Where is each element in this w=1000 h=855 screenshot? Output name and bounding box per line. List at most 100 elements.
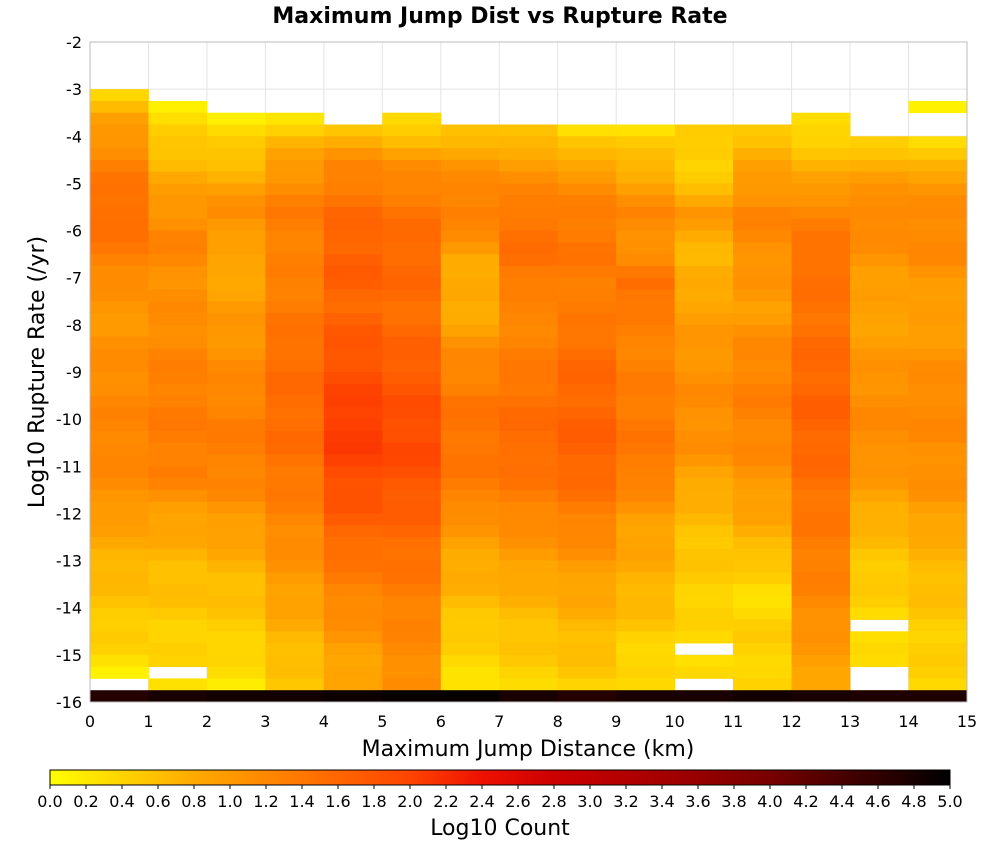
heatmap-cell xyxy=(850,525,909,538)
heatmap-cell xyxy=(616,148,676,161)
heatmap-cell xyxy=(323,430,383,444)
heatmap-cell xyxy=(616,607,676,620)
heatmap-cell xyxy=(90,301,149,314)
heatmap-cell-bottom xyxy=(148,690,208,702)
heatmap-cell xyxy=(791,548,851,561)
heatmap-cell xyxy=(733,631,792,644)
heatmap-cell xyxy=(616,171,676,184)
heatmap-cell xyxy=(499,218,559,231)
heatmap-cell xyxy=(148,442,208,455)
heatmap-cell xyxy=(908,348,968,361)
heatmap-cell xyxy=(90,148,149,161)
heatmap-cell xyxy=(148,607,208,620)
heatmap-cell xyxy=(148,348,208,361)
heatmap-cell xyxy=(382,595,442,609)
heatmap-cell xyxy=(908,643,968,656)
x-tick-label: 1 xyxy=(143,712,153,731)
heatmap-cell xyxy=(323,678,383,691)
heatmap-cell xyxy=(382,383,442,396)
heatmap-cell xyxy=(382,207,442,220)
heatmap-cell xyxy=(440,148,500,161)
heatmap-cell xyxy=(908,289,968,302)
y-tick-label: -12 xyxy=(56,504,82,523)
heatmap-cell xyxy=(206,395,266,408)
heatmap-cell xyxy=(148,124,208,137)
y-axis-title: Log10 Rupture Rate (/yr) xyxy=(25,236,50,508)
heatmap-cell xyxy=(148,136,208,149)
heatmap-cell xyxy=(265,336,325,349)
heatmap-cell xyxy=(616,124,676,137)
heatmap-cell xyxy=(733,678,792,691)
y-tick-label: -4 xyxy=(66,127,82,146)
heatmap-cell xyxy=(674,372,734,385)
heatmap-cell xyxy=(791,348,851,361)
heatmap-cell xyxy=(616,195,676,208)
heatmap-cell xyxy=(90,183,149,196)
heatmap-cell xyxy=(557,289,617,302)
heatmap-cell xyxy=(791,442,851,455)
heatmap-cell xyxy=(850,654,909,668)
heatmap-cell xyxy=(265,501,325,514)
colorbar-tick-label: 2.0 xyxy=(397,792,422,811)
heatmap-cell xyxy=(323,442,383,455)
heatmap-cell xyxy=(674,454,734,467)
colorbar-tick-label: 0.6 xyxy=(145,792,170,811)
heatmap-cell xyxy=(674,277,734,290)
heatmap-cell xyxy=(850,148,909,161)
colorbar-tick-label: 5.0 xyxy=(937,792,962,811)
heatmap-cell-bottom xyxy=(440,690,500,702)
heatmap-cell xyxy=(674,489,734,503)
heatmap-cell xyxy=(850,324,909,338)
heatmap-cell xyxy=(674,501,734,514)
heatmap-cell xyxy=(382,501,442,514)
heatmap-cell xyxy=(206,383,266,396)
heatmap-cell xyxy=(265,313,325,326)
heatmap-cell xyxy=(148,159,208,173)
heatmap-cell xyxy=(499,501,559,514)
heatmap-cell xyxy=(850,430,909,444)
heatmap-cell xyxy=(674,442,734,455)
heatmap-cell xyxy=(440,466,500,479)
heatmap-cell xyxy=(206,631,266,644)
colorbar-tick-label: 4.2 xyxy=(793,792,818,811)
heatmap-cell xyxy=(557,372,617,385)
heatmap-cell xyxy=(791,372,851,385)
heatmap-cell xyxy=(206,607,266,620)
heatmap-cell xyxy=(557,313,617,326)
heatmap-cell xyxy=(265,242,325,255)
heatmap-cell xyxy=(90,478,149,491)
heatmap-cell xyxy=(265,360,325,373)
heatmap-cell xyxy=(616,407,676,420)
heatmap-cell xyxy=(323,254,383,267)
heatmap-cell xyxy=(791,254,851,267)
heatmap-cell xyxy=(265,525,325,538)
heatmap-cell xyxy=(674,513,734,526)
heatmap-cell xyxy=(908,254,968,267)
heatmap-cell xyxy=(557,207,617,220)
heatmap-cell xyxy=(440,124,500,137)
heatmap-cell xyxy=(850,537,909,550)
heatmap-cell xyxy=(323,466,383,479)
heatmap-cell xyxy=(674,383,734,396)
heatmap-cell xyxy=(908,407,968,420)
heatmap-cell xyxy=(908,171,968,184)
heatmap-cell xyxy=(908,100,968,114)
heatmap-cell xyxy=(791,619,851,632)
heatmap-cell xyxy=(382,218,442,231)
heatmap-cell xyxy=(674,148,734,161)
heatmap-cell xyxy=(265,442,325,455)
heatmap-cell xyxy=(733,501,792,514)
heatmap-cell xyxy=(733,607,792,620)
heatmap-cell xyxy=(499,489,559,503)
heatmap-cell xyxy=(616,631,676,644)
heatmap-cell xyxy=(616,454,676,467)
heatmap-cell xyxy=(908,148,968,161)
heatmap-cell xyxy=(382,348,442,361)
heatmap-cell xyxy=(382,183,442,196)
heatmap-cell xyxy=(674,218,734,231)
heatmap-cell xyxy=(206,218,266,231)
heatmap-cell xyxy=(206,195,266,208)
heatmap-cell xyxy=(733,218,792,231)
heatmap-cell xyxy=(791,230,851,243)
